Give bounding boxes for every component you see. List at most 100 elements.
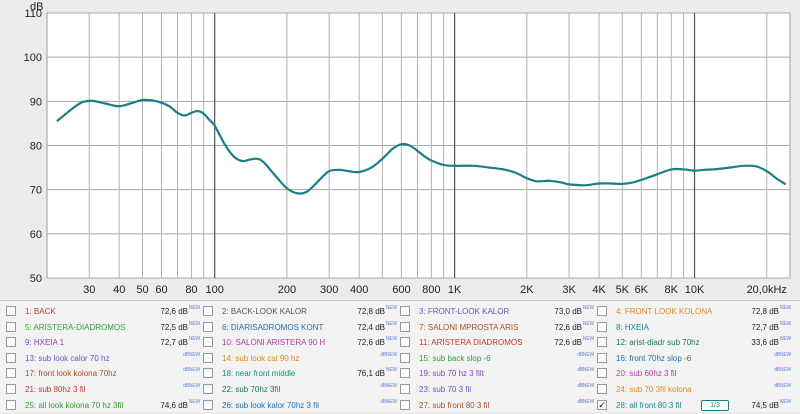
legend-item[interactable]: 1: BACK 72,6 dB NEW <box>6 304 200 320</box>
legend-checkbox[interactable] <box>597 368 607 379</box>
legend-checkbox[interactable] <box>597 306 607 316</box>
smoothing-filter-badge[interactable]: 1/3 <box>701 399 729 411</box>
legend-item[interactable]: 16: front 70hz slop -6 dBNEW <box>597 351 791 367</box>
legend-value: 74,5 dB <box>751 400 779 410</box>
y-tick-label: 60 <box>30 229 42 241</box>
legend-checkbox[interactable] <box>597 352 607 363</box>
x-tick-label: 800 <box>422 284 440 296</box>
new-badge: NEW <box>582 320 594 327</box>
legend-label: 12: arist-diadr sub 70hz <box>616 338 700 348</box>
legend-checkbox[interactable] <box>203 306 213 316</box>
new-badge: dBNEW <box>380 398 397 405</box>
x-tick-label: 200 <box>278 284 296 296</box>
legend-checkbox[interactable] <box>203 321 213 332</box>
legend-item[interactable]: 22: sub 70hz 3fil dBNEW <box>203 382 397 398</box>
legend-checkbox[interactable] <box>6 337 16 348</box>
new-badge: NEW <box>385 305 397 311</box>
x-tick-label: 5K <box>616 284 630 296</box>
legend-value: 72,7 dB <box>160 338 188 348</box>
legend-checkbox[interactable] <box>203 337 213 348</box>
x-tick-label: 300 <box>320 284 338 296</box>
legend-checkbox[interactable] <box>400 384 410 394</box>
legend-item[interactable]: 12: arist-diadr sub 70hz 33,6 dB NEW <box>597 335 791 351</box>
new-badge: NEW <box>188 305 200 311</box>
legend-checkbox[interactable] <box>400 321 410 332</box>
legend-label: 14: sub look cal 90 hz <box>222 353 300 363</box>
legend-checkbox[interactable] <box>6 384 16 394</box>
legend-item[interactable]: 13: sub look calor 70 hz dBNEW <box>6 351 200 367</box>
x-axis-labels: 30 40 50 60 80 100 200 300 400 600 800 1K 2K 3K 4K 5K 6K… <box>83 284 787 296</box>
new-badge: dBNEW <box>774 383 791 389</box>
legend-value: 73,0 dB <box>554 307 582 316</box>
legend-item[interactable]: 26: sub look kalor 70hz 3 fil dBNEW <box>203 398 397 414</box>
legend-item[interactable]: 10: SALONI ARISTERA 90 H 72,6 dB NEW <box>203 335 397 351</box>
legend-item[interactable]: ✓ 28: all front 80 3 fil 1/3 74,5 dB NEW <box>597 398 791 414</box>
legend-label: 27: sub front 80 3 fil <box>419 400 490 410</box>
legend-item[interactable]: 7: SALONI MPROSTA ARIS 72,6 dB NEW <box>400 320 594 336</box>
legend-item[interactable]: 11: ARISTERA DIADROMOS 72,6 dB NEW <box>400 335 594 351</box>
legend-item[interactable]: 24: sub 70 3fil kolona dBNEW <box>597 382 791 398</box>
y-tick-label: 100 <box>24 52 42 64</box>
y-axis-unit: dB <box>30 1 43 13</box>
legend-checkbox[interactable] <box>6 368 16 379</box>
legend-label: 11: ARISTERA DIADROMOS <box>419 338 523 348</box>
legend-item[interactable]: 27: sub front 80 3 fil dBNEW <box>400 398 594 414</box>
legend-checkbox[interactable] <box>597 384 607 394</box>
legend-label: 20: sub 60hz 3 fil <box>616 369 677 379</box>
legend-value: 72,6 dB <box>357 338 385 348</box>
legend-label: 15: sub back slop -6 <box>419 353 491 363</box>
legend-item[interactable]: 23: sub 70 3 fil dBNEW <box>400 382 594 398</box>
legend-item[interactable]: 17: front look kolona 70hz dBNEW <box>6 366 200 382</box>
legend-item[interactable]: 18: near front middle 76,1 dB NEW <box>203 366 397 382</box>
legend-label: 2: BACK-LOOK KALOR <box>222 307 307 316</box>
legend-checkbox[interactable] <box>203 384 213 394</box>
legend-item[interactable]: 8: HXEIA 72,7 dB NEW <box>597 320 791 336</box>
measurement-legend: 1: BACK 72,6 dB NEW 2: BACK-LOOK KALOR 72,8 … <box>0 300 800 412</box>
new-badge: dBNEW <box>183 367 200 374</box>
legend-label: 22: sub 70hz 3fil <box>222 385 281 394</box>
legend-checkbox[interactable] <box>6 399 16 410</box>
legend-checkbox[interactable] <box>400 399 410 410</box>
legend-item[interactable]: 14: sub look cal 90 hz dBNEW <box>203 351 397 367</box>
legend-checkbox[interactable] <box>597 337 607 348</box>
new-badge: dBNEW <box>183 351 200 358</box>
legend-label: 18: near front middle <box>222 369 296 379</box>
legend-checkbox[interactable] <box>203 352 213 363</box>
legend-item[interactable]: 2: BACK-LOOK KALOR 72,8 dB NEW <box>203 304 397 320</box>
legend-value: 72,7 dB <box>751 322 779 332</box>
new-badge: NEW <box>779 336 791 343</box>
legend-checkbox[interactable] <box>203 399 213 410</box>
legend-item[interactable]: 4: FRONT LOOK KOLONA 72,8 dB NEW <box>597 304 791 320</box>
x-tick-label: 30 <box>83 284 95 296</box>
new-badge: dBNEW <box>577 351 594 358</box>
x-tick-label: 600 <box>392 284 410 296</box>
legend-item[interactable]: 21: sub 80hz 3 fil dBNEW <box>6 382 200 398</box>
legend-item[interactable]: 25: all look kolona 70 hz 3fil 74,6 dB NEW <box>6 398 200 414</box>
legend-checkbox[interactable] <box>400 306 410 316</box>
legend-checkbox[interactable] <box>597 321 607 332</box>
legend-item[interactable]: 9: HXEIA 1 72,7 dB NEW <box>6 335 200 351</box>
legend-item[interactable]: 5: ARISTERA-DIADROMOS 72,5 dB NEW <box>6 320 200 336</box>
series-line[interactable] <box>56 98 787 195</box>
new-badge: dBNEW <box>380 383 397 389</box>
y-grid <box>47 12 790 279</box>
frequency-response-chart[interactable]: 50 60 70 80 90 100 110 30 40 50 60 80 100 200 300 400 6… <box>0 0 800 298</box>
legend-checkbox[interactable]: ✓ <box>597 399 607 410</box>
legend-checkbox[interactable] <box>400 368 410 379</box>
legend-item[interactable]: 19: sub 70 hz 3 filt dBNEW <box>400 366 594 382</box>
legend-item[interactable]: 6: DIARISADROMOS KONT 72,4 dB NEW <box>203 320 397 336</box>
legend-item[interactable]: 3: FRONT-LOOK KALOR 73,0 dB NEW <box>400 304 594 320</box>
legend-checkbox[interactable] <box>6 306 16 316</box>
legend-checkbox[interactable] <box>400 337 410 348</box>
legend-value: 72,8 dB <box>751 307 779 316</box>
legend-label: 10: SALONI ARISTERA 90 H <box>222 338 326 348</box>
legend-checkbox[interactable] <box>400 352 410 363</box>
x-tick-label: 50 <box>136 284 148 296</box>
new-badge: dBNEW <box>577 367 594 374</box>
legend-item[interactable]: 20: sub 60hz 3 fil dBNEW <box>597 366 791 382</box>
legend-checkbox[interactable] <box>203 368 213 379</box>
y-axis-labels: 50 60 70 80 90 100 110 <box>24 8 42 285</box>
legend-item[interactable]: 15: sub back slop -6 dBNEW <box>400 351 594 367</box>
legend-checkbox[interactable] <box>6 352 16 363</box>
legend-checkbox[interactable] <box>6 321 16 332</box>
